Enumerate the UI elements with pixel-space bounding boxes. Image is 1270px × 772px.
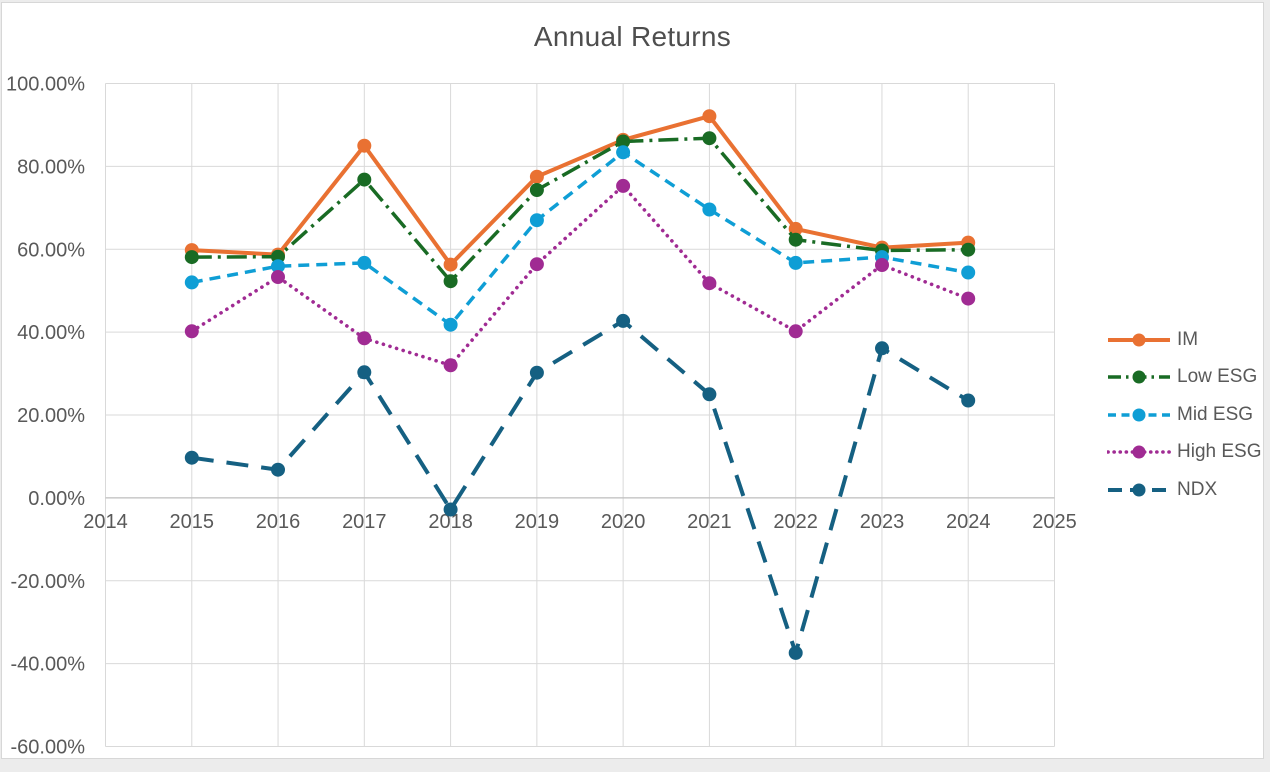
- series-marker-low-esg-2024[interactable]: [961, 242, 976, 257]
- x-axis-tick-label: 2024: [946, 511, 991, 533]
- x-axis-tick-label: 2019: [515, 511, 560, 533]
- series-marker-ndx-2017[interactable]: [357, 365, 372, 380]
- series-marker-ndx-2019[interactable]: [529, 365, 544, 380]
- series-line-high-esg[interactable]: [190, 183, 970, 368]
- series-marker-ndx-2015[interactable]: [184, 450, 199, 465]
- legend-label: Low ESG: [1177, 366, 1258, 388]
- x-axis-tick-label: 2020: [601, 511, 646, 533]
- series-marker-mid-esg-2022[interactable]: [788, 255, 803, 270]
- legend-item-im[interactable]: IM: [1107, 327, 1198, 353]
- series-marker-high-esg-2020[interactable]: [616, 178, 631, 193]
- series-marker-mid-esg-2018[interactable]: [443, 317, 458, 332]
- x-axis-tick-label: 2018: [428, 511, 473, 533]
- legend-label: Mid ESG: [1177, 403, 1254, 425]
- chart-title[interactable]: Annual Returns: [533, 21, 732, 52]
- series-marker-high-esg-2017[interactable]: [357, 331, 372, 346]
- y-axis-tick-label: 100.00%: [6, 74, 85, 96]
- series-marker-low-esg-2020[interactable]: [616, 134, 631, 149]
- y-axis-tick-label: 80.00%: [17, 156, 85, 178]
- series-marker-mid-esg-2017[interactable]: [357, 255, 372, 270]
- series-line-mid-esg[interactable]: [191, 150, 969, 328]
- series-line-ndx[interactable]: [191, 318, 970, 660]
- legend-label: High ESG: [1177, 441, 1262, 463]
- legend-label: NDX: [1177, 478, 1218, 500]
- y-axis-tick-label: 20.00%: [17, 405, 85, 427]
- legend-item-ndx[interactable]: NDX: [1107, 477, 1217, 503]
- series-marker-mid-esg-2015[interactable]: [184, 275, 199, 290]
- x-axis-tick-label: 2022: [773, 511, 818, 533]
- series-marker-ndx-2024[interactable]: [961, 393, 976, 408]
- legend-item-mid-esg[interactable]: Mid ESG: [1107, 402, 1253, 428]
- series-marker-high-esg-2016[interactable]: [271, 270, 285, 284]
- series-marker-mid-esg-2016[interactable]: [271, 259, 285, 274]
- series-marker-high-esg-2024[interactable]: [961, 291, 976, 306]
- series-marker-high-esg-2022[interactable]: [788, 324, 803, 339]
- series-marker-high-esg-2021[interactable]: [702, 276, 717, 291]
- series-marker-low-esg-2022[interactable]: [788, 232, 803, 247]
- series-marker-low-esg-2017[interactable]: [357, 172, 372, 187]
- series-marker-low-esg-2018[interactable]: [443, 274, 458, 289]
- x-axis-tick-label: 2017: [342, 511, 387, 533]
- y-axis-tick-label: 0.00%: [28, 488, 85, 510]
- x-axis-tick-label: 2015: [170, 511, 215, 533]
- series-marker-ndx-2023[interactable]: [875, 341, 889, 356]
- x-axis-tick-label: 2021: [687, 511, 732, 533]
- series-marker-high-esg-2019[interactable]: [529, 257, 544, 272]
- series-marker-mid-esg-2021[interactable]: [702, 202, 717, 217]
- series-marker-ndx-2022[interactable]: [788, 645, 803, 660]
- y-axis-tick-label: 40.00%: [17, 322, 85, 344]
- series-marker-ndx-2016[interactable]: [271, 462, 285, 477]
- series-marker-ndx-2018[interactable]: [443, 502, 458, 517]
- series-marker-im-2018[interactable]: [443, 257, 458, 272]
- series-marker-ndx-2021[interactable]: [702, 387, 717, 402]
- series-marker-im-2022[interactable]: [788, 221, 803, 236]
- legend-item-low-esg[interactable]: Low ESG: [1107, 364, 1257, 390]
- y-axis-tick-label: -20.00%: [11, 571, 86, 593]
- series-marker-mid-esg-2020[interactable]: [616, 145, 631, 160]
- legend-swatch-ndx: [1108, 483, 1170, 497]
- y-axis-tick-label: -60.00%: [11, 737, 86, 759]
- series-marker-mid-esg-2024[interactable]: [961, 265, 976, 280]
- series-marker-high-esg-2023[interactable]: [875, 258, 889, 272]
- x-axis-tick-label: 2014: [83, 511, 128, 533]
- series-marker-mid-esg-2019[interactable]: [529, 213, 544, 228]
- series-line-low-esg[interactable]: [191, 136, 969, 284]
- series-line-im[interactable]: [191, 113, 969, 268]
- x-axis-tick-label: 2025: [1032, 511, 1077, 533]
- x-axis-tick-label: 2023: [860, 511, 905, 533]
- series-marker-high-esg-2018[interactable]: [443, 358, 458, 373]
- y-axis-tick-label: -40.00%: [11, 654, 86, 676]
- series-marker-im-2019[interactable]: [529, 169, 544, 184]
- series-marker-im-2021[interactable]: [702, 109, 717, 124]
- legend-swatch-mid-esg: [1108, 408, 1170, 422]
- series-marker-low-esg-2019[interactable]: [529, 183, 544, 197]
- series-marker-high-esg-2015[interactable]: [184, 324, 199, 339]
- legend-swatch-im: [1108, 333, 1170, 347]
- series-marker-ndx-2020[interactable]: [616, 313, 631, 328]
- legend-item-high-esg[interactable]: High ESG: [1107, 439, 1261, 465]
- legend-swatch-high-esg: [1107, 445, 1171, 459]
- chart-window: [1, 2, 1264, 759]
- y-axis-tick-label: 60.00%: [17, 239, 85, 261]
- series-marker-im-2017[interactable]: [357, 138, 372, 153]
- legend-swatch-low-esg: [1108, 370, 1170, 384]
- series-marker-low-esg-2021[interactable]: [702, 131, 717, 146]
- x-axis-tick-label: 2016: [256, 511, 301, 533]
- legend-label: IM: [1177, 329, 1199, 350]
- series-marker-low-esg-2015[interactable]: [184, 250, 199, 265]
